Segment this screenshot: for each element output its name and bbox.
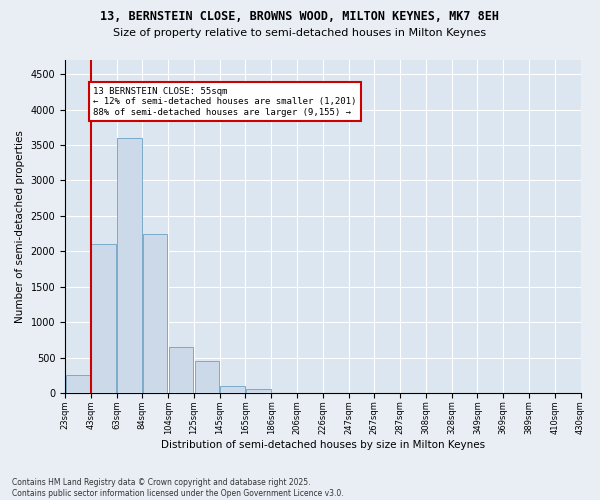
Bar [143, 234, 167, 393]
Bar [220, 386, 245, 393]
Text: Contains HM Land Registry data © Crown copyright and database right 2025.
Contai: Contains HM Land Registry data © Crown c… [12, 478, 344, 498]
Bar [169, 347, 193, 393]
Text: Size of property relative to semi-detached houses in Milton Keynes: Size of property relative to semi-detach… [113, 28, 487, 38]
Bar [246, 388, 271, 393]
Bar [194, 361, 219, 393]
X-axis label: Distribution of semi-detached houses by size in Milton Keynes: Distribution of semi-detached houses by … [161, 440, 485, 450]
Text: 13 BERNSTEIN CLOSE: 55sqm
← 12% of semi-detached houses are smaller (1,201)
88% : 13 BERNSTEIN CLOSE: 55sqm ← 12% of semi-… [94, 87, 357, 117]
Bar [117, 138, 142, 393]
Text: 13, BERNSTEIN CLOSE, BROWNS WOOD, MILTON KEYNES, MK7 8EH: 13, BERNSTEIN CLOSE, BROWNS WOOD, MILTON… [101, 10, 499, 23]
Bar [65, 375, 90, 393]
Y-axis label: Number of semi-detached properties: Number of semi-detached properties [15, 130, 25, 323]
Bar [91, 244, 116, 393]
